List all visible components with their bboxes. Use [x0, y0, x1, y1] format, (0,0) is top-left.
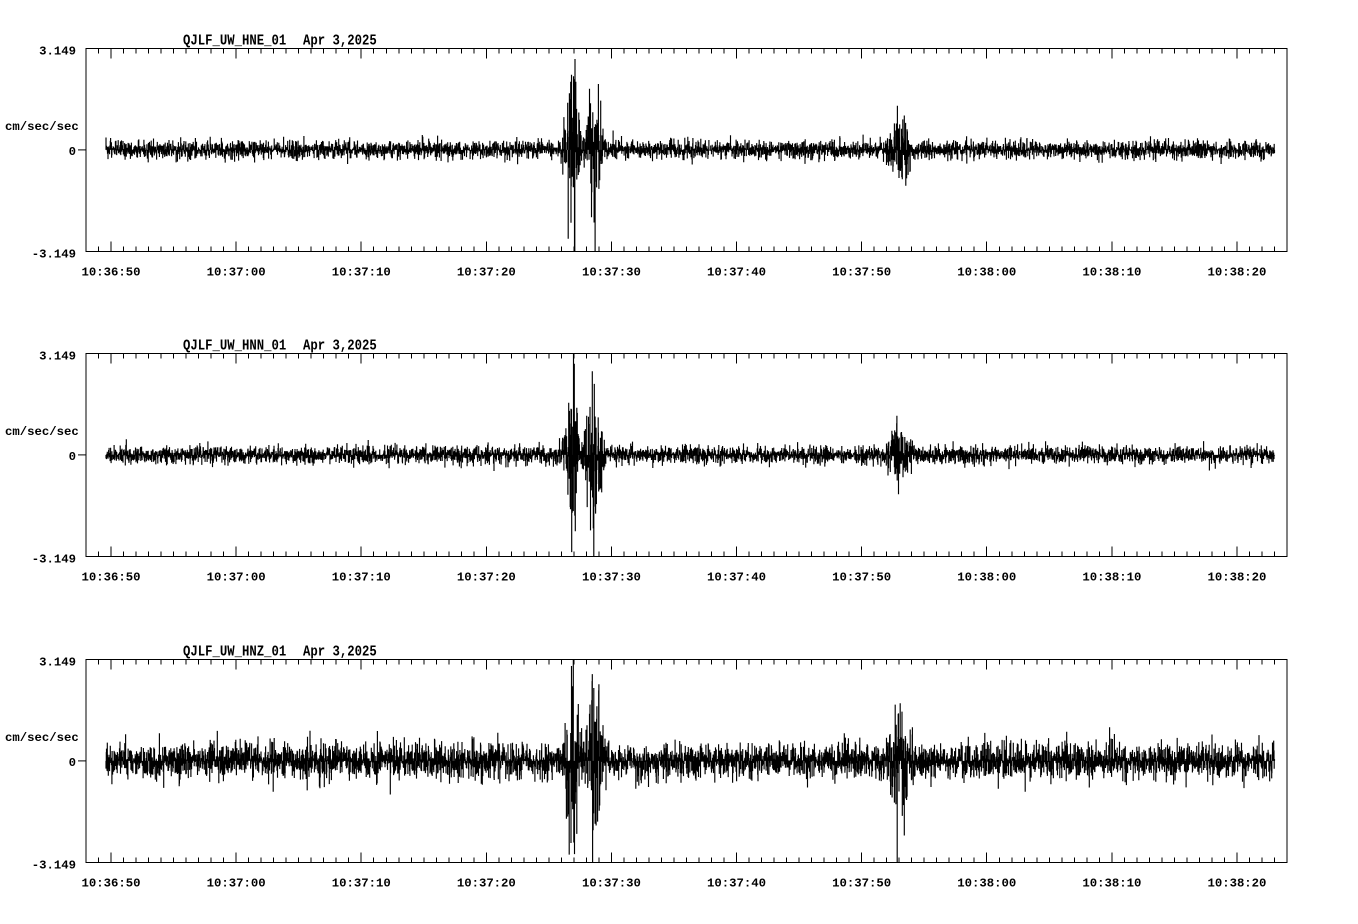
svg-text:-3.149: -3.149	[32, 858, 76, 872]
svg-text:3.149: 3.149	[39, 350, 76, 364]
svg-text:10:37:30: 10:37:30	[582, 265, 641, 279]
svg-text:10:37:20: 10:37:20	[457, 876, 516, 890]
svg-text:0: 0	[69, 145, 76, 159]
svg-text:10:38:20: 10:38:20	[1207, 265, 1266, 279]
svg-text:-3.149: -3.149	[32, 247, 76, 261]
svg-text:10:38:00: 10:38:00	[957, 265, 1016, 279]
svg-text:10:37:10: 10:37:10	[332, 265, 391, 279]
svg-text:10:37:50: 10:37:50	[832, 876, 891, 890]
svg-text:10:37:00: 10:37:00	[207, 876, 266, 890]
svg-text:10:38:00: 10:38:00	[957, 571, 1016, 585]
svg-text:10:38:20: 10:38:20	[1207, 876, 1266, 890]
svg-text:QJLF_UW_HNN_01: QJLF_UW_HNN_01	[183, 339, 286, 355]
svg-text:-3.149: -3.149	[32, 553, 76, 567]
svg-text:10:38:00: 10:38:00	[957, 876, 1016, 890]
svg-text:10:37:10: 10:37:10	[332, 571, 391, 585]
svg-text:3.149: 3.149	[39, 44, 76, 58]
svg-text:0: 0	[69, 450, 76, 464]
svg-text:10:37:40: 10:37:40	[707, 265, 766, 279]
svg-text:10:36:50: 10:36:50	[82, 571, 141, 585]
svg-text:10:37:40: 10:37:40	[707, 876, 766, 890]
svg-text:10:37:30: 10:37:30	[582, 876, 641, 890]
svg-text:10:36:50: 10:36:50	[82, 265, 141, 279]
svg-text:10:37:50: 10:37:50	[832, 265, 891, 279]
svg-text:cm/sec/sec: cm/sec/sec	[5, 425, 79, 439]
svg-text:cm/sec/sec: cm/sec/sec	[5, 120, 79, 134]
svg-text:QJLF_UW_HNZ_01: QJLF_UW_HNZ_01	[183, 644, 286, 660]
svg-text:Apr 3,2025: Apr 3,2025	[303, 644, 377, 660]
svg-text:10:37:10: 10:37:10	[332, 876, 391, 890]
svg-text:10:36:50: 10:36:50	[82, 876, 141, 890]
svg-text:10:38:10: 10:38:10	[1082, 571, 1141, 585]
svg-text:10:37:30: 10:37:30	[582, 571, 641, 585]
svg-text:10:38:20: 10:38:20	[1207, 571, 1266, 585]
svg-text:0: 0	[69, 755, 76, 769]
svg-text:Apr 3,2025: Apr 3,2025	[303, 33, 377, 49]
svg-text:Apr 3,2025: Apr 3,2025	[303, 339, 377, 355]
svg-text:10:37:00: 10:37:00	[207, 265, 266, 279]
svg-text:10:38:10: 10:38:10	[1082, 265, 1141, 279]
svg-text:10:37:00: 10:37:00	[207, 571, 266, 585]
svg-text:3.149: 3.149	[39, 655, 76, 669]
svg-text:cm/sec/sec: cm/sec/sec	[5, 730, 79, 744]
svg-text:10:37:20: 10:37:20	[457, 571, 516, 585]
svg-text:10:37:50: 10:37:50	[832, 571, 891, 585]
svg-text:10:38:10: 10:38:10	[1082, 876, 1141, 890]
svg-text:QJLF_UW_HNE_01: QJLF_UW_HNE_01	[183, 33, 286, 49]
svg-text:10:37:20: 10:37:20	[457, 265, 516, 279]
svg-text:10:37:40: 10:37:40	[707, 571, 766, 585]
